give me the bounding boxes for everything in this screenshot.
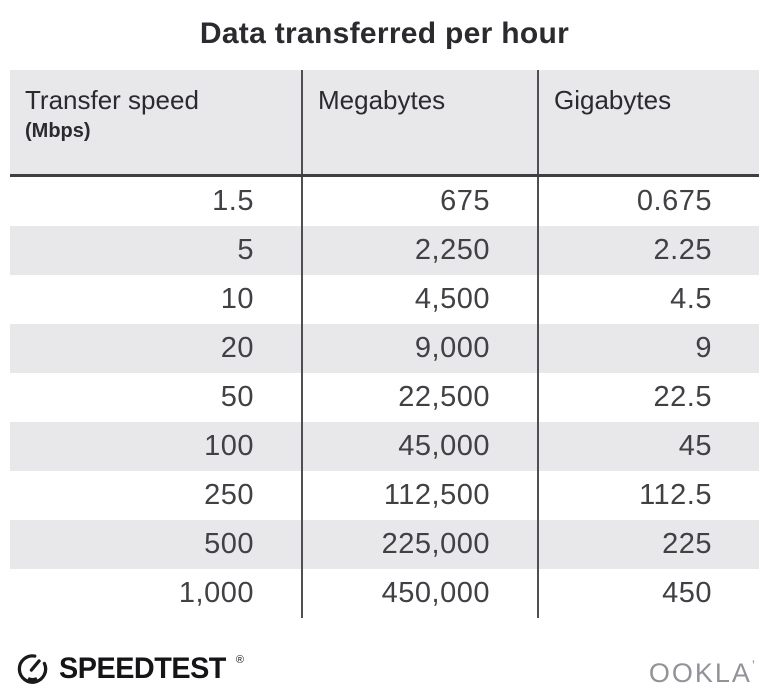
table-cell: 22.5 [537,373,759,422]
table-cell: 100 [204,430,254,462]
speedtest-logo: SPEEDTEST ® [15,650,250,688]
table-cell: 10 [220,283,254,315]
table-row: 500 225,000 225 [10,520,759,569]
table-row: 1,000 450,000 450 [10,569,759,618]
table-cell: 9 [537,324,759,373]
header-sublabel: (Mbps) [25,120,91,142]
table-cell: 22,500 [301,373,538,422]
table-cell: 112,500 [301,471,538,520]
header-transfer-speed: Transfer speed (Mbps) [10,70,302,177]
speedtest-wordmark: SPEEDTEST [59,652,226,685]
table-cell: 500 [204,528,254,560]
ookla-trademark-mark: ’ [751,656,755,673]
table-cell: 450 [537,569,759,618]
table-cell: 225 [537,520,759,569]
table-cell: 20 [220,332,254,364]
table-cell: 50 [220,381,254,413]
table-cell: 5 [237,234,254,266]
header-row: Transfer speed (Mbps) Megabytes Gigabyte… [10,70,759,177]
table-cell: 2.25 [537,226,759,275]
table-cell: 4,500 [301,275,538,324]
footer: SPEEDTEST ® OOKLA’ [15,648,755,690]
table-row: 100 45,000 45 [10,422,759,471]
table-row: 20 9,000 9 [10,324,759,373]
table-cell: 225,000 [301,520,538,569]
table-cell: 112.5 [537,471,759,520]
table-cell: 1.5 [212,185,254,217]
table-cell: 2,250 [301,226,538,275]
table-row: 10 4,500 4.5 [10,275,759,324]
table-row: 250 112,500 112.5 [10,471,759,520]
header-label: Megabytes [318,85,446,115]
ookla-wordmark: OOKLA [648,657,752,688]
header-label: Transfer speed [25,85,199,115]
table-cell: 45 [537,422,759,471]
table-row: 1.5 675 0.675 [10,175,759,226]
data-table: Transfer speed (Mbps) Megabytes Gigabyte… [10,70,759,618]
table-cell: 0.675 [537,175,759,226]
registered-trademark-mark: ® [235,654,244,666]
table-cell: 4.5 [537,275,759,324]
table-cell: 450,000 [301,569,538,618]
table-cell: 45,000 [301,422,538,471]
table-cell: 9,000 [301,324,538,373]
header-megabytes: Megabytes [301,70,538,177]
table-cell: 675 [301,175,538,226]
page-title: Data transferred per hour [199,17,570,50]
header-gigabytes: Gigabytes [537,70,759,177]
header-label: Gigabytes [554,85,672,115]
ookla-logo: OOKLA’ [649,652,755,687]
table-row: 5 2,250 2.25 [10,226,759,275]
speedtest-gauge-icon [17,654,48,684]
table-cell: 1,000 [178,577,254,609]
table-cell: 250 [204,479,254,511]
table-row: 50 22,500 22.5 [10,373,759,422]
